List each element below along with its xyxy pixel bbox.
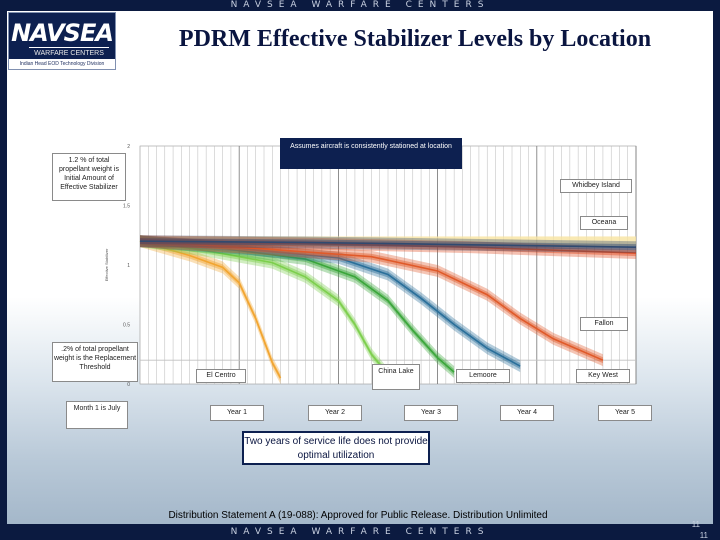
y-tick-label: 0.5 — [123, 323, 130, 329]
label-assumes: Assumes aircraft is consistently station… — [280, 138, 462, 169]
label-chinalake: China Lake — [372, 364, 420, 390]
bottom-band — [0, 524, 720, 540]
year-3: Year 3 — [404, 405, 458, 421]
label-initial: 1.2 % of total propellant weight is Init… — [52, 153, 126, 201]
year-1: Year 1 — [210, 405, 264, 421]
slide-title: PDRM Effective Stabilizer Levels by Loca… — [178, 26, 652, 52]
logo-tag: Indian Head EOD Technology Division — [9, 59, 115, 69]
logo-word: NAVSEA — [11, 19, 114, 47]
right-border — [713, 11, 720, 524]
label-keywest: Key West — [576, 369, 630, 383]
page-number-mirror: 11 — [699, 531, 708, 540]
label-threshold: .2% of total propellant weight is the Re… — [52, 342, 138, 382]
series-line — [139, 240, 604, 361]
label-fallon: Fallon — [580, 317, 628, 331]
series-band — [140, 235, 455, 379]
year-4: Year 4 — [500, 405, 554, 421]
page-number: 11 — [691, 520, 700, 529]
y-tick-label: 0 — [127, 382, 130, 388]
top-band-text: NAVSEA WARFARE CENTERS — [230, 0, 490, 10]
series-inner-band — [140, 238, 455, 376]
series-line — [139, 240, 282, 379]
year-5: Year 5 — [598, 405, 652, 421]
distribution-statement: Distribution Statement A (19-088): Appro… — [168, 510, 548, 521]
label-lemoore: Lemoore — [456, 369, 510, 383]
label-oceana: Oceana — [580, 216, 628, 230]
series-band — [140, 235, 603, 367]
series-band — [140, 235, 388, 381]
year-2: Year 2 — [308, 405, 362, 421]
series-band — [140, 235, 636, 260]
bottom-band-text: NAVSEA WARFARE CENTERS — [230, 527, 490, 537]
logo-sub: WARFARE CENTERS — [29, 47, 109, 59]
service-life-callout: Two years of service life does not provi… — [242, 431, 430, 465]
series-line — [139, 240, 455, 373]
top-band — [0, 0, 720, 11]
series-line — [139, 240, 389, 375]
label-whidbey: Whidbey Island — [560, 179, 632, 193]
left-border — [0, 11, 7, 524]
y-axis-label: Effective Stabilizer — [104, 248, 109, 281]
y-tick-label: 2 — [127, 144, 130, 150]
series-line — [139, 240, 637, 248]
navsea-logo: NAVSEA WARFARE CENTERS Indian Head EOD T… — [8, 12, 116, 70]
label-elcentro: El Centro — [196, 369, 246, 383]
y-tick-label: 1.5 — [123, 204, 130, 210]
label-month: Month 1 is July — [66, 401, 128, 429]
y-tick-label: 1 — [127, 263, 130, 269]
series-band — [140, 235, 521, 373]
initial-band — [140, 236, 636, 246]
series-line — [139, 240, 521, 367]
